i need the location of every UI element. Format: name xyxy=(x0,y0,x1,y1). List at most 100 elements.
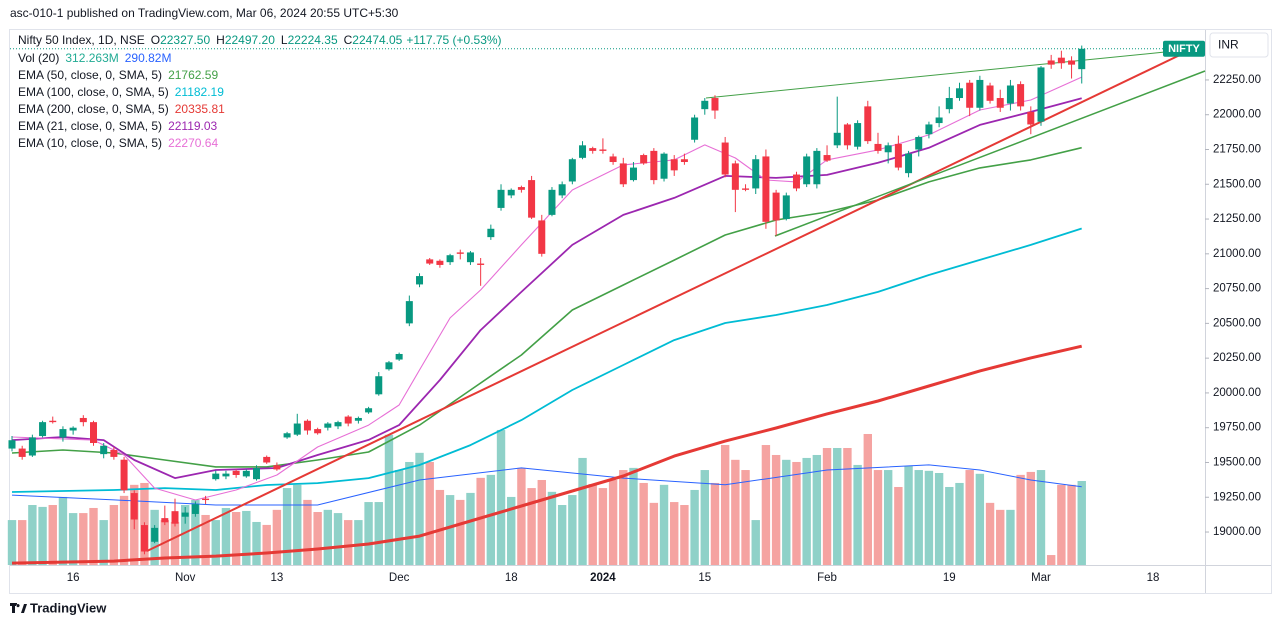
candle-body xyxy=(986,85,994,101)
volume-bar xyxy=(476,477,485,565)
y-tick-label: 20250.00 xyxy=(1213,352,1261,364)
trend-line xyxy=(705,51,1166,99)
candle-body xyxy=(497,189,505,208)
legend-text: O xyxy=(151,33,160,47)
candle-body xyxy=(915,136,923,150)
x-tick-label: Nov xyxy=(175,572,196,584)
candle-body xyxy=(416,276,424,285)
symbol-tag: NIFTY xyxy=(1168,43,1200,55)
ema-line xyxy=(11,344,1083,565)
volume-bar xyxy=(180,505,190,565)
price-axis: 19000.00 19250.00 19500.00 19750.00 20000.00… xyxy=(1205,74,1261,538)
legend-row: Nifty 50 Index, 1D, NSE O22327.50 H22497.2… xyxy=(18,33,502,47)
volume-bar xyxy=(425,461,434,565)
candle-body xyxy=(263,456,271,463)
legend-text: 22224.35 xyxy=(288,33,338,47)
volume-bar xyxy=(690,489,699,565)
volume-bar xyxy=(894,486,903,565)
candle-body xyxy=(742,188,750,190)
volume-bar xyxy=(252,521,261,565)
candle-body xyxy=(568,159,576,182)
logo-mark xyxy=(10,603,27,613)
volume-bar xyxy=(761,445,771,565)
volume-bar xyxy=(323,509,333,565)
candle-body xyxy=(202,498,210,501)
candle-body xyxy=(507,189,515,196)
legend-text: 22119.03 xyxy=(168,119,217,133)
currency-button[interactable] xyxy=(1209,32,1269,58)
volume-bar xyxy=(527,488,536,565)
candle-body xyxy=(90,422,98,444)
volume-bar xyxy=(863,433,872,565)
volume-bar xyxy=(517,467,526,565)
candle-body xyxy=(1047,60,1055,65)
candle-body xyxy=(823,155,831,161)
candle-body xyxy=(354,417,362,421)
volume-bar xyxy=(201,514,210,565)
legend-row: EMA (200, close, 0, SMA, 5) 20335.81 xyxy=(18,102,225,116)
volume-bar xyxy=(843,447,852,565)
volume-bar xyxy=(629,467,638,565)
candle-body xyxy=(792,174,800,189)
volume-bar xyxy=(914,470,923,565)
candle-body xyxy=(385,362,393,370)
candle-body xyxy=(955,88,963,99)
volume-bar xyxy=(293,484,302,565)
volume-bar xyxy=(557,505,567,565)
candle-body xyxy=(375,376,383,395)
volume-bar xyxy=(282,488,292,565)
candle-body xyxy=(456,252,464,254)
legend-text: 290.82M xyxy=(125,51,172,65)
candle-body xyxy=(619,163,627,185)
candle-body xyxy=(1037,67,1045,122)
candle-body xyxy=(293,423,301,435)
volume-bar xyxy=(89,507,98,565)
volume-bar xyxy=(109,505,119,565)
y-tick-label: 21500.00 xyxy=(1213,178,1261,190)
volume-bar xyxy=(782,459,791,565)
volume-bar xyxy=(231,512,241,565)
candle-body xyxy=(324,423,332,428)
candle-body xyxy=(110,449,118,457)
volume-bar xyxy=(1046,555,1056,565)
volume-bar xyxy=(466,492,475,565)
volume-bar xyxy=(456,499,465,565)
volume-bar xyxy=(975,473,985,565)
volume-bar xyxy=(802,457,811,565)
y-tick-label: 21000.00 xyxy=(1213,248,1261,260)
volume-bar xyxy=(1057,484,1066,565)
candle-body xyxy=(191,504,199,514)
legend-text: EMA (200, close, 0, SMA, 5) xyxy=(18,102,169,116)
candle-body xyxy=(303,420,311,431)
candle-body xyxy=(813,150,821,185)
candle-body xyxy=(905,153,913,174)
legend: Nifty 50 Index, 1D, NSE O22327.50 H22497.2… xyxy=(18,33,502,150)
candle-body xyxy=(996,98,1004,108)
volume-bar xyxy=(191,499,200,565)
y-tick-label: 22250.00 xyxy=(1213,74,1261,86)
candle-layer xyxy=(8,45,1086,555)
trend-lines xyxy=(146,51,1206,552)
y-tick-label: 20500.00 xyxy=(1213,317,1261,329)
candle-body xyxy=(487,228,495,238)
volume-bar xyxy=(700,470,709,565)
volume-bar xyxy=(792,461,801,565)
candle-body xyxy=(477,263,485,265)
candle-body xyxy=(650,150,658,181)
volume-bar xyxy=(1026,471,1036,565)
candle-body xyxy=(721,142,729,175)
volume-bar xyxy=(221,507,231,565)
candle-body xyxy=(945,98,953,110)
candle-body xyxy=(8,440,16,449)
candle-body xyxy=(212,473,220,480)
candle-body xyxy=(18,448,26,457)
candle-body xyxy=(151,527,159,542)
y-tick-label: 22000.00 xyxy=(1213,109,1261,121)
x-tick-label: 19 xyxy=(943,572,956,584)
candle-body xyxy=(680,159,688,163)
candle-body xyxy=(538,220,546,254)
candle-body xyxy=(28,437,36,456)
volume-bar xyxy=(996,509,1005,565)
candle-body xyxy=(1017,84,1025,107)
